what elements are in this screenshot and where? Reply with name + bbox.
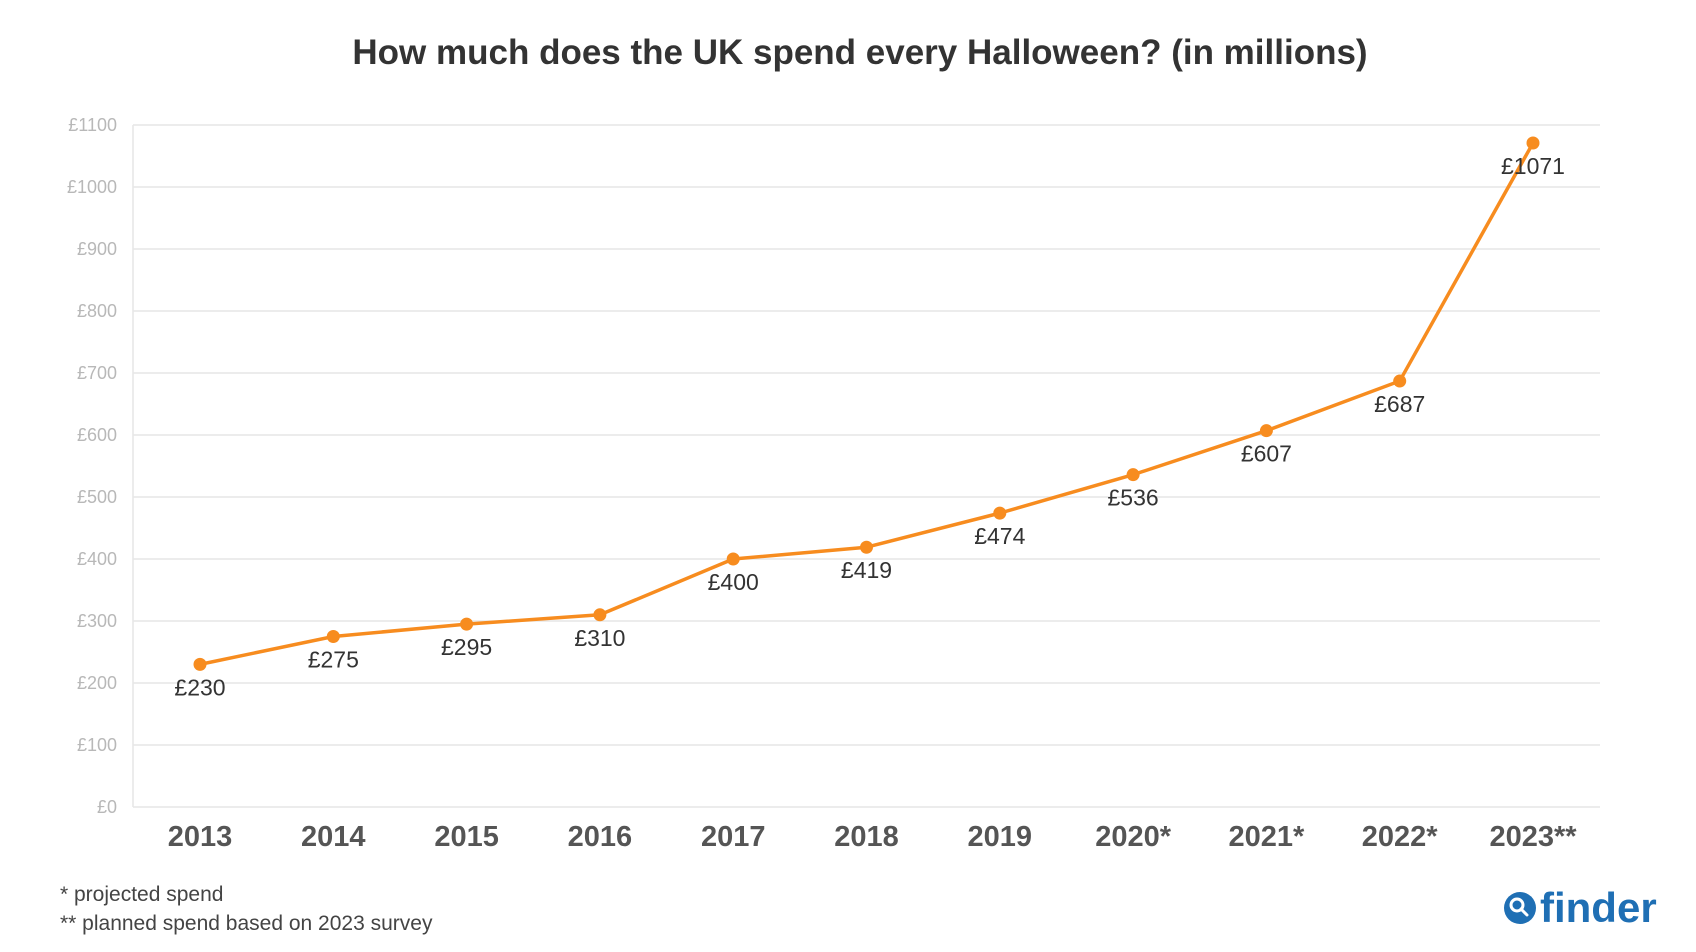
data-label: £230 <box>174 674 225 700</box>
footnote-projected: * projected spend <box>60 883 223 906</box>
x-tick-label: 2019 <box>968 821 1033 853</box>
x-tick-label: 2018 <box>834 821 899 853</box>
data-label: £1071 <box>1501 153 1565 179</box>
data-label: £400 <box>708 569 759 595</box>
data-label: £310 <box>574 625 625 651</box>
y-tick-label: £100 <box>77 735 117 755</box>
magnifier-icon <box>1509 897 1525 913</box>
data-label: £295 <box>441 634 492 660</box>
x-tick-label: 2020* <box>1095 821 1172 853</box>
gridlines <box>132 124 1600 808</box>
x-axis-ticks: 2013 2014 2015 2016 2017 2018 2019 2020* 2021* 20… <box>168 821 1578 853</box>
x-tick-label: 2015 <box>434 821 499 853</box>
data-point <box>460 617 474 631</box>
y-tick-label: £1100 <box>68 115 117 135</box>
y-tick-label: £200 <box>77 673 117 693</box>
data-point <box>1126 468 1140 482</box>
data-label: £474 <box>974 523 1025 549</box>
data-point <box>1393 374 1407 388</box>
data-label: £419 <box>841 557 892 583</box>
x-tick-label: 2017 <box>701 821 766 853</box>
data-point <box>193 657 207 671</box>
x-tick-label: 2023** <box>1489 821 1577 853</box>
y-tick-label: £400 <box>77 549 117 569</box>
y-tick-label: £300 <box>77 611 117 631</box>
data-point <box>326 630 340 643</box>
x-tick-label: 2013 <box>168 821 233 853</box>
data-label: £275 <box>308 647 359 673</box>
x-tick-label: 2016 <box>568 821 633 853</box>
x-tick-label: 2014 <box>301 821 366 853</box>
data-point <box>1259 424 1273 438</box>
data-point <box>593 608 607 622</box>
finder-logo: finder <box>1504 884 1657 931</box>
series-line <box>199 142 1535 667</box>
data-label: £687 <box>1374 391 1425 417</box>
footnote-planned: ** planned spend based on 2023 survey <box>60 912 433 935</box>
y-tick-label: £600 <box>77 425 117 445</box>
y-tick-label: £500 <box>77 487 117 507</box>
y-tick-label: £900 <box>77 239 117 259</box>
chart-title: How much does the UK spend every Hallowe… <box>352 33 1367 72</box>
y-tick-label: £0 <box>97 797 117 817</box>
y-tick-label: £700 <box>77 363 117 383</box>
data-point <box>726 552 740 566</box>
y-tick-label: £800 <box>77 301 117 321</box>
x-tick-label: 2022* <box>1362 821 1439 853</box>
data-labels: £230 £275 £295 £310 £400 £419 £474 £536 £607 £687… <box>174 153 1565 700</box>
y-tick-label: £1000 <box>67 177 117 197</box>
data-label: £607 <box>1241 441 1292 467</box>
data-points <box>193 136 1540 671</box>
data-point <box>1526 136 1540 150</box>
data-point <box>993 506 1007 520</box>
x-tick-label: 2021* <box>1228 821 1305 853</box>
data-label: £536 <box>1108 485 1159 511</box>
y-axis-ticks: £0 £100 £200 £300 £400 £500 £600 £700 £800 £900 £1… <box>67 115 117 817</box>
finder-logo-text: finder <box>1540 884 1657 931</box>
data-point <box>860 540 873 554</box>
